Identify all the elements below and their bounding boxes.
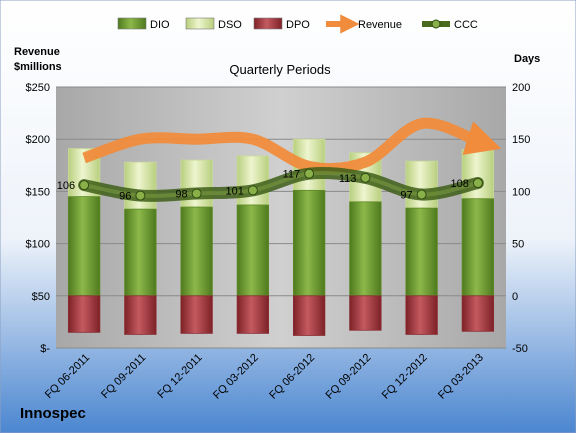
left-tick-label: $50 — [32, 291, 50, 303]
bar-dpo — [461, 295, 495, 332]
ccc-point — [304, 168, 315, 179]
bar-dio — [349, 201, 382, 297]
bar-dio — [236, 204, 270, 297]
ccc-data-label: 97 — [400, 190, 412, 202]
right-tick-label: 50 — [512, 239, 524, 251]
left-tick-label: $250 — [26, 82, 50, 94]
ccc-data-label: 98 — [175, 188, 187, 200]
legend-label-ccc: CCC — [454, 19, 478, 31]
company-name: Innospec — [20, 405, 86, 422]
left-axis-title-line2: $millions — [14, 61, 62, 73]
series-lines: 106 96 98 101 117 113 97 108 — [57, 117, 502, 203]
legend-swatch-dpo — [253, 17, 283, 30]
ccc-point — [416, 189, 427, 200]
right-tick-label: 150 — [512, 134, 530, 146]
legend-label-revenue: Revenue — [358, 19, 402, 31]
bar-dio — [124, 208, 157, 297]
left-tick-label: $100 — [26, 239, 50, 251]
bar-dio — [461, 198, 495, 297]
left-tick-label: $- — [40, 343, 50, 355]
bar-dio — [180, 206, 213, 297]
ccc-point — [135, 190, 146, 201]
left-tick-label: $150 — [26, 186, 50, 198]
legend-swatch-dio — [117, 17, 147, 30]
ccc-point — [191, 188, 202, 199]
bar-dpo — [67, 295, 101, 333]
ccc-data-label: 117 — [283, 169, 301, 181]
legend-swatch-ccc-marker — [431, 19, 441, 29]
bar-dpo — [236, 295, 270, 334]
right-axis-title: Days — [514, 53, 540, 65]
bar-dio — [405, 207, 438, 297]
legend: DIO DSO DPO Revenue CCC — [117, 14, 478, 34]
bar-dpo — [180, 295, 213, 334]
ccc-point — [472, 178, 483, 189]
ccc-data-label: 113 — [339, 173, 357, 185]
legend-label-dio: DIO — [150, 19, 170, 31]
right-tick-label: 200 — [512, 82, 530, 94]
right-tick-label: -50 — [512, 343, 528, 355]
right-tick-label: 100 — [512, 186, 530, 198]
bar-dpo — [349, 295, 382, 331]
ccc-data-label: 96 — [119, 191, 131, 203]
chart-title: Quarterly Periods — [229, 62, 331, 77]
ccc-point — [79, 180, 90, 191]
bar-dpo — [124, 295, 157, 335]
ccc-point — [360, 172, 371, 183]
legend-swatch-dso — [185, 17, 215, 30]
bar-dio — [67, 196, 101, 297]
ccc-data-label: 101 — [226, 185, 244, 197]
right-tick-label: 0 — [512, 291, 518, 303]
revenue-line — [82, 117, 502, 175]
legend-label-dso: DSO — [218, 19, 242, 31]
ccc-data-label: 106 — [57, 180, 75, 192]
left-axis-title-line1: Revenue — [14, 46, 60, 58]
bar-dpo — [292, 295, 326, 336]
ccc-data-label: 108 — [451, 178, 469, 190]
axis-ticks: $- $50 $100 $150 $200 $250 -50 0 50 100 150 200 — [26, 82, 531, 355]
bar-dio — [292, 189, 326, 297]
left-tick-label: $200 — [26, 134, 50, 146]
legend-label-dpo: DPO — [286, 19, 310, 31]
ccc-point — [247, 185, 258, 196]
bar-dpo — [405, 295, 438, 335]
